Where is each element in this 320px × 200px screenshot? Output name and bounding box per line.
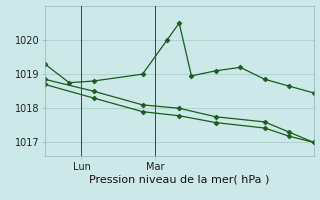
X-axis label: Pression niveau de la mer( hPa ): Pression niveau de la mer( hPa )	[89, 174, 269, 184]
